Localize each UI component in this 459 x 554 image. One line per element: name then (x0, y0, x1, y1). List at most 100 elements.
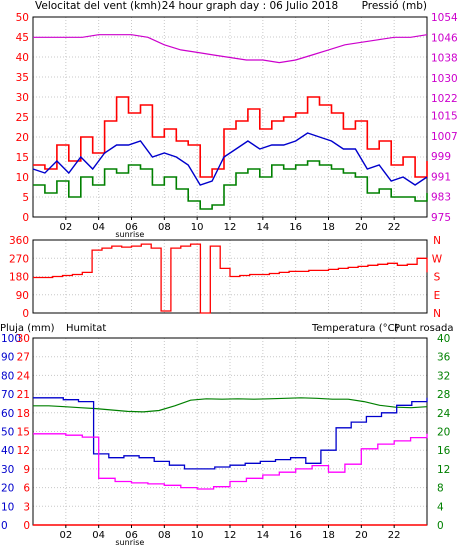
wind-axis-title: Velocitat del vent (kmh) (35, 0, 161, 12)
wind-sunrise-label: sunrise (115, 230, 144, 239)
rain-y-tick-label: 18 (17, 408, 30, 420)
wind-y-tick-label: 50 (16, 12, 29, 24)
direction-y-tick-label: 180 (9, 272, 29, 284)
humidity-series-line (33, 397, 428, 470)
climate-sunrise-label: sunrise (115, 538, 144, 547)
wind-x-tick-label: 06 (125, 222, 138, 233)
rain-y-tick-label: 27 (17, 352, 30, 364)
humidity-y-tick-label: 0 (1, 520, 8, 532)
wind-avg-series-line (32, 132, 428, 186)
wind-x-tick-label: 10 (191, 222, 204, 233)
pressure-y-tick-label: 975 (431, 212, 451, 224)
climate-x-tick-label: 02 (59, 530, 72, 541)
humidity-y-tick-label: 60 (1, 408, 14, 420)
wind-x-tick-label: 02 (59, 222, 72, 233)
pressure-y-tick-label: 991 (431, 171, 451, 183)
wind-y-tick-label: 5 (22, 192, 29, 204)
humidity-y-tick-label: 90 (1, 352, 14, 364)
temperature-axis-title: Temperatura (°C) (311, 323, 399, 334)
rain-y-tick-label: 6 (23, 483, 30, 495)
wind-y-tick-label: 15 (16, 152, 29, 164)
humidity-y-tick-label: 80 (1, 370, 14, 382)
humidity-y-tick-label: 100 (1, 333, 21, 345)
humidity-axis-title: Humitat (66, 323, 106, 334)
wind-x-tick-label: 20 (355, 222, 368, 233)
wind-y-tick-label: 40 (16, 52, 29, 64)
direction-y-tick-label: 270 (9, 253, 29, 265)
wind-y-tick-label: 35 (16, 72, 29, 84)
direction-y-tick-label: 0 (22, 308, 29, 320)
wind-x-tick-label: 04 (92, 222, 105, 233)
compass-letter-label: W (432, 253, 443, 265)
pressure-y-tick-label: 1022 (431, 93, 458, 105)
climate-x-tick-label: 18 (322, 530, 335, 541)
temperature-series-line (33, 397, 428, 413)
temperature-y-tick-label: 32 (437, 370, 450, 382)
rain-y-tick-label: 15 (17, 427, 30, 439)
wind-y-tick-label: 20 (16, 132, 29, 144)
climate-x-tick-label: 22 (388, 530, 401, 541)
wind-x-tick-label: 12 (224, 222, 237, 233)
climate-x-tick-label: 16 (289, 530, 302, 541)
pressure-y-tick-label: 1030 (431, 73, 458, 85)
pressure-y-tick-label: 1007 (431, 131, 458, 143)
pressure-y-tick-label: 1046 (431, 32, 458, 44)
temperature-y-tick-label: 12 (437, 464, 450, 476)
dewpoint-series-line (33, 433, 428, 490)
wind-y-tick-label: 25 (16, 112, 29, 124)
direction-series-line (33, 243, 428, 314)
climate-x-tick-label: 14 (256, 530, 269, 541)
rain-y-tick-label: 30 (17, 333, 30, 345)
compass-letter-label: N (433, 308, 441, 320)
temperature-y-tick-label: 0 (437, 520, 444, 532)
graph-title: 24 hour graph day : 06 Julio 2018 (162, 0, 338, 12)
rain-y-tick-label: 12 (17, 445, 30, 457)
pressure-y-tick-label: 1015 (431, 111, 458, 123)
wind-y-tick-label: 30 (16, 92, 29, 104)
direction-y-tick-label: 360 (9, 235, 29, 247)
pressure-series-line (33, 34, 428, 64)
pressure-axis-title: Pressió (mb) (362, 0, 427, 12)
climate-x-tick-label: 10 (191, 530, 204, 541)
temperature-y-tick-label: 24 (437, 408, 451, 420)
climate-x-tick-label: 06 (125, 530, 138, 541)
temperature-y-tick-label: 40 (437, 333, 450, 345)
temperature-y-tick-label: 36 (437, 352, 451, 364)
wind-y-tick-label: 45 (16, 32, 29, 44)
pressure-y-tick-label: 999 (431, 151, 451, 163)
dewpoint-axis-title: Punt rosada (394, 323, 453, 334)
temperature-y-tick-label: 16 (437, 445, 451, 457)
direction-panel-frame (32, 239, 428, 314)
temperature-y-tick-label: 28 (437, 389, 450, 401)
climate-x-tick-label: 20 (355, 530, 368, 541)
humidity-y-tick-label: 10 (1, 501, 14, 513)
humidity-y-tick-label: 30 (1, 464, 14, 476)
wind-x-tick-label: 14 (256, 222, 269, 233)
humidity-y-tick-label: 20 (1, 483, 14, 495)
compass-letter-label: S (434, 272, 441, 284)
rain-y-tick-label: 3 (23, 501, 30, 513)
compass-letter-label: E (434, 290, 441, 302)
tick-labels: 0510152025303540455097598399199910071015… (1, 12, 458, 547)
rain-y-tick-label: 21 (17, 389, 30, 401)
wind-y-tick-label: 10 (16, 172, 29, 184)
rain-y-tick-label: 9 (23, 464, 30, 476)
humidity-y-tick-label: 70 (1, 389, 14, 401)
temperature-y-tick-label: 4 (437, 501, 444, 513)
temperature-y-tick-label: 8 (437, 483, 444, 495)
pressure-y-tick-label: 1038 (431, 53, 458, 65)
rain-axis-title: Pluja (mm) (0, 323, 55, 334)
wind-min-series-line (33, 160, 428, 210)
wind-x-tick-label: 08 (158, 222, 171, 233)
wind-x-tick-label: 18 (322, 222, 335, 233)
climate-x-tick-label: 12 (224, 530, 237, 541)
climate-x-tick-label: 04 (92, 530, 105, 541)
temperature-y-tick-label: 20 (437, 427, 450, 439)
pressure-y-tick-label: 1054 (431, 12, 458, 24)
rain-y-tick-label: 0 (23, 520, 30, 532)
humidity-y-tick-label: 50 (1, 427, 14, 439)
wind-x-tick-label: 16 (289, 222, 302, 233)
pressure-y-tick-label: 983 (431, 192, 451, 204)
